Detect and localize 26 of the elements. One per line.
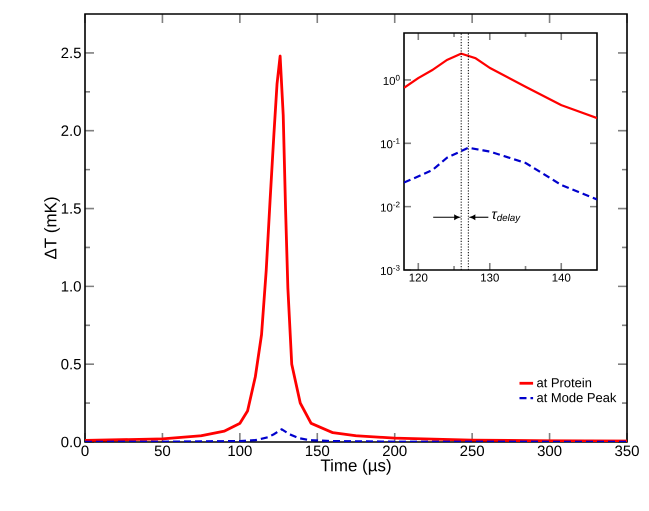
y-tick-label: 1.5 xyxy=(62,203,81,214)
x-tick-label: 250 xyxy=(460,446,484,456)
y-tick-label: 0.5 xyxy=(61,358,81,370)
x-tick-label: 50 xyxy=(154,446,170,456)
x-tick-label: 350 xyxy=(615,446,639,456)
x-tick-label: 300 xyxy=(538,446,562,456)
x-tick-label: 0 xyxy=(81,446,89,456)
y-tick-label: 1.0 xyxy=(62,281,81,292)
y-axis-title: ΔT (mK) xyxy=(44,198,60,260)
annotation: τ$_{delay}$ xyxy=(492,211,521,224)
x-axis-title: Time (µs) xyxy=(320,458,391,475)
y-tick-label: 10$^{-3}$ xyxy=(380,264,400,276)
x-tick-label: 150 xyxy=(306,446,330,456)
x-tick-label: 120 xyxy=(410,274,428,282)
x-tick-label: 140 xyxy=(552,274,570,282)
y-tick-label: 10$^{-1}$ xyxy=(380,138,400,148)
y-tick-label: 2.5 xyxy=(61,48,81,58)
y-tick-label: 0.0 xyxy=(61,436,81,448)
legend-label: at Mode Peak xyxy=(537,392,616,402)
y-tick-label: 2.0 xyxy=(61,125,81,136)
y-tick-label: 10$^{0}$ xyxy=(384,74,400,85)
legend-label: at Protein xyxy=(537,378,592,388)
x-tick-label: 130 xyxy=(481,274,499,282)
y-tick-label: 10$^{-2}$ xyxy=(380,202,400,212)
x-tick-label: 100 xyxy=(228,446,252,456)
x-tick-label: 200 xyxy=(383,446,407,456)
